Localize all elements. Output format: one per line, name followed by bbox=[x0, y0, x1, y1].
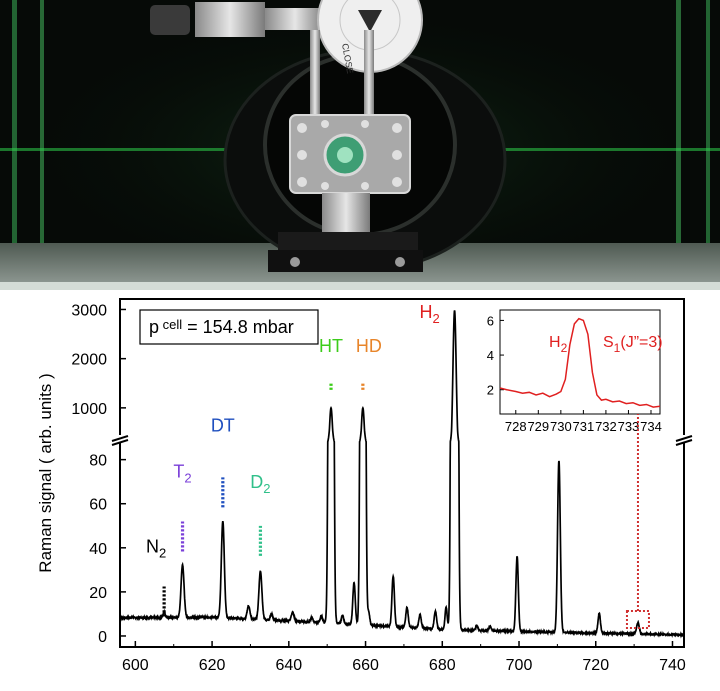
y-tick-label: 2000 bbox=[71, 352, 107, 369]
inset-line-sub: 1 bbox=[614, 341, 621, 355]
peak-label: HD bbox=[356, 336, 382, 356]
axis-break-mark bbox=[675, 439, 693, 446]
y-tick-label: 0 bbox=[98, 629, 107, 646]
y-tick-label: 40 bbox=[89, 541, 107, 558]
x-tick-label: 640 bbox=[275, 657, 302, 674]
inset-frame bbox=[499, 309, 661, 415]
peak-label: DT bbox=[211, 415, 235, 435]
inset-x-tick-label: 734 bbox=[640, 419, 662, 434]
y-tick-label: 3000 bbox=[71, 302, 107, 319]
inset-y-tick-label: 6 bbox=[487, 313, 494, 328]
inset-y-tick-label: 2 bbox=[487, 383, 494, 398]
x-tick-label: 700 bbox=[506, 657, 533, 674]
x-tick-label: 620 bbox=[199, 657, 226, 674]
spectrum-line bbox=[119, 310, 685, 639]
peak-label: HT bbox=[319, 336, 343, 356]
inset-x-tick-label: 733 bbox=[618, 419, 640, 434]
y-tick-label: 1000 bbox=[71, 401, 107, 418]
x-tick-label: 720 bbox=[582, 657, 609, 674]
peak-label-sub: 2 bbox=[159, 545, 166, 560]
inset-y-tick-label: 4 bbox=[487, 348, 494, 363]
y-axis-label: Raman signal ( arb. units ) bbox=[36, 373, 55, 572]
peak-label-sub: 2 bbox=[432, 311, 439, 326]
x-tick-label: 600 bbox=[122, 657, 149, 674]
axis-break-mark bbox=[111, 435, 129, 442]
plot-frame bbox=[119, 298, 685, 648]
inset-x-tick-label: 731 bbox=[573, 419, 595, 434]
x-tick-label: 740 bbox=[659, 657, 686, 674]
pressure-label: p cell = 154.8 mbar bbox=[149, 317, 294, 337]
inset-x-tick-label: 728 bbox=[505, 419, 527, 434]
inset-x-tick-label: 732 bbox=[595, 419, 617, 434]
y-tick-label: 80 bbox=[89, 453, 107, 470]
experiment-photo: CLOSE bbox=[0, 0, 720, 298]
x-tick-label: 660 bbox=[352, 657, 379, 674]
y-tick-label: 20 bbox=[89, 585, 107, 602]
peak-label-sub: 2 bbox=[263, 481, 270, 496]
pressure-value: = 154.8 mbar bbox=[182, 317, 294, 337]
pressure-box bbox=[139, 309, 319, 345]
inset-line bbox=[499, 317, 661, 408]
highlight-box bbox=[625, 610, 650, 629]
inset-species-sub: 2 bbox=[561, 341, 568, 355]
inset-line-tail: (J”=3) bbox=[620, 334, 662, 351]
inset-x-tick-label: 729 bbox=[527, 419, 549, 434]
y-tick-label: 60 bbox=[89, 497, 107, 514]
plot-area: 600 620 640 660 680 700 720 740 0 20 40 60 80 1000 200… bbox=[36, 298, 693, 674]
x-tick-label: 680 bbox=[429, 657, 456, 674]
peak-label-sub: 2 bbox=[184, 470, 191, 485]
axis-break-mark bbox=[675, 435, 693, 442]
axis-break-mark bbox=[111, 439, 129, 446]
pressure-sub: cell bbox=[159, 317, 182, 332]
inset-x-tick-label: 730 bbox=[550, 419, 572, 434]
